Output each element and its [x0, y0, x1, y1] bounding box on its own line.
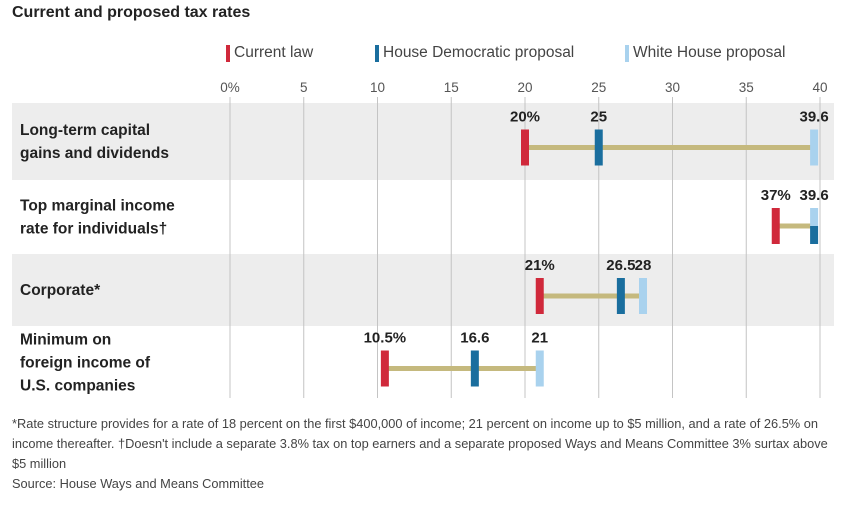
- footnote-rate-structure: *Rate structure provides for a rate of 1…: [12, 416, 828, 471]
- marker-house-democratic: [616, 278, 625, 314]
- data-label-white-house: 28: [635, 257, 652, 274]
- data-label-current-law: 10.5%: [364, 330, 407, 347]
- legend-swatch-white-house: [625, 44, 629, 62]
- marker-current-law: [771, 208, 780, 244]
- legend-item-house-democratic: House Democratic proposal: [375, 44, 574, 62]
- marker-current-law: [380, 350, 389, 387]
- legend-swatch-house-democratic: [375, 44, 379, 62]
- row-category-label: Long-term capital: [20, 122, 150, 139]
- marker-current-law: [535, 278, 544, 314]
- x-tick-label: 35: [739, 80, 754, 95]
- footnote-source: Source: House Ways and Means Committee: [12, 476, 265, 491]
- data-label-white-house: 21: [531, 330, 548, 347]
- marker-white-house: [535, 350, 544, 387]
- data-label-current-law: 20%: [510, 109, 540, 126]
- row-category-label: Minimum on: [20, 332, 111, 349]
- row-category-label: Top marginal income: [20, 198, 175, 215]
- row-background: [12, 327, 834, 398]
- marker-current-law: [521, 129, 529, 166]
- legend-label-house-democratic: House Democratic proposal: [383, 44, 575, 61]
- legend: Current law House Democratic proposal Wh…: [0, 44, 846, 66]
- legend-item-white-house: White House proposal: [625, 44, 786, 62]
- marker-white-house: [639, 278, 647, 314]
- x-tick-label: 40: [812, 80, 827, 95]
- row-category-label: U.S. companies: [20, 378, 135, 395]
- x-tick-label: 10: [370, 80, 385, 95]
- x-tick-label: 15: [444, 80, 459, 95]
- data-label-house-democratic: 16.6: [460, 330, 489, 347]
- row-category-label: foreign income of: [20, 355, 151, 372]
- x-tick-label: 5: [300, 80, 308, 95]
- footnotes: *Rate structure provides for a rate of 1…: [12, 414, 834, 494]
- row-category-label: rate for individuals†: [20, 221, 167, 238]
- row-category-label: Corporate*: [20, 282, 101, 299]
- x-tick-label: 20: [517, 80, 532, 95]
- data-label-white-house: 39.6: [799, 109, 828, 126]
- data-label-house-democratic: 26.5: [606, 257, 635, 274]
- row-background: [12, 103, 834, 180]
- data-label-current-law: 21%: [525, 257, 555, 274]
- row-category-label: gains and dividends: [20, 145, 169, 162]
- data-label-house-democratic: 25: [590, 109, 607, 126]
- data-label-white-house: 39.6: [799, 187, 828, 204]
- legend-label-white-house: White House proposal: [633, 44, 786, 61]
- x-tick-label: 25: [591, 80, 606, 95]
- legend-swatch-current-law: [226, 44, 230, 62]
- x-tick-label: 0%: [220, 80, 240, 95]
- legend-item-current-law: Current law: [226, 44, 313, 62]
- marker-house-democratic: [810, 226, 819, 244]
- row-background: [12, 254, 834, 326]
- dumbbell-chart: 0% 5 10 15 20 25 30 35 40 Long-term capital gains …: [12, 80, 834, 398]
- marker-house-democratic: [470, 350, 479, 387]
- data-label-current-law: 37%: [761, 187, 791, 204]
- marker-house-democratic: [594, 129, 603, 166]
- legend-label-current-law: Current law: [234, 44, 314, 61]
- marker-white-house: [810, 208, 819, 226]
- x-tick-label: 30: [665, 80, 680, 95]
- chart-title: Current and proposed tax rates: [12, 4, 251, 21]
- row-background: [12, 181, 834, 253]
- marker-white-house: [810, 129, 819, 166]
